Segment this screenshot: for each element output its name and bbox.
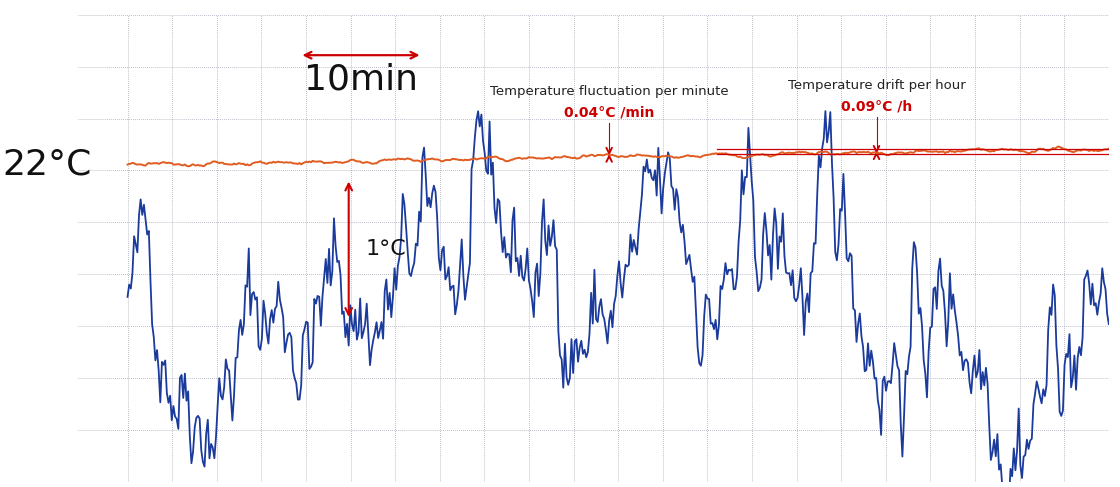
- Text: 0.04°C /min: 0.04°C /min: [564, 106, 654, 119]
- Text: 10min: 10min: [304, 62, 418, 96]
- Text: 1°C: 1°C: [365, 239, 405, 259]
- Text: 22°C: 22°C: [2, 148, 92, 182]
- Text: 0.09°C /h: 0.09°C /h: [841, 99, 912, 113]
- Text: Temperature fluctuation per minute: Temperature fluctuation per minute: [489, 85, 728, 98]
- Text: Temperature drift per hour: Temperature drift per hour: [787, 79, 965, 92]
